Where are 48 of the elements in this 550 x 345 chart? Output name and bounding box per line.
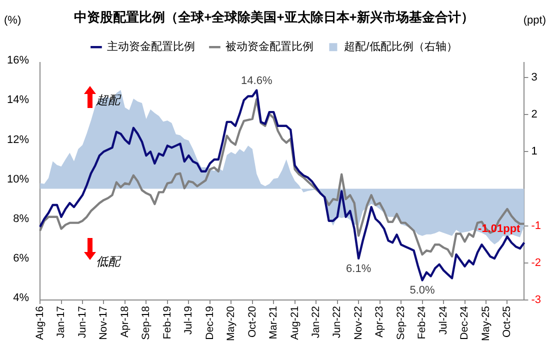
x-tick-label: Feb-24 — [416, 306, 428, 340]
x-tick-label: Feb-19 — [161, 306, 174, 340]
x-tick-label: Jun-22 — [331, 306, 344, 338]
x-tick-label: May-25 — [480, 306, 492, 342]
x-tick-label: Jan-17 — [55, 306, 68, 338]
x-tick-label: Dec-24 — [458, 306, 471, 340]
y2-tick-label: 3 — [531, 71, 538, 84]
annotation: 超配 — [96, 92, 122, 107]
y-tick-label: 14% — [6, 94, 30, 106]
data-label: 14.6% — [241, 74, 272, 87]
x-tick-label: Sep-23 — [394, 306, 407, 340]
y-tick-label: 6% — [13, 252, 30, 264]
y2-tick-label: -3 — [531, 294, 541, 306]
x-tick-label: Aug-16 — [34, 306, 46, 340]
legend-label: 被动资金配置比例 — [226, 40, 314, 54]
data-label: 5.0% — [410, 284, 436, 297]
x-tick-label: Dec-19 — [204, 306, 216, 340]
y2-tick-label: 1 — [531, 146, 538, 158]
x-tick-label: Jul-19 — [182, 306, 195, 335]
y2-tick-label: -2 — [531, 256, 541, 269]
x-tick-label: Jan-22 — [310, 306, 322, 338]
y-tick-label: 10% — [6, 173, 30, 186]
x-tick-label: Mar-21 — [268, 306, 280, 340]
y-axis-title: (%) — [4, 14, 22, 27]
chart-title: 中资股配置比例（全球+全球除美国+亚太除日本+新兴市场基金合计） — [74, 9, 474, 24]
x-tick-label: Jul-24 — [437, 306, 450, 335]
x-tick-label: Nov-17 — [98, 306, 110, 340]
x-tick-label: May-20 — [225, 306, 238, 342]
x-tick-label: Aug-21 — [288, 306, 301, 340]
x-tick-label: Apr-23 — [374, 306, 386, 338]
y-tick-label: 4% — [13, 292, 30, 304]
y-tick-label: 8% — [13, 212, 30, 225]
y2-tick-label: -1 — [531, 220, 541, 232]
data-label: -1.01ppt — [478, 223, 521, 236]
x-tick-label: Oct-20 — [246, 306, 258, 338]
y-tick-label: 12% — [6, 134, 30, 146]
x-tick-label: Oct-25 — [501, 306, 514, 338]
x-tick-label: Jun-17 — [76, 306, 88, 338]
annotation: 低配 — [96, 254, 122, 268]
x-tick-label: Nov-22 — [352, 306, 364, 340]
x-tick-label: Apr-18 — [118, 306, 131, 338]
y2-tick-label: 2 — [531, 108, 538, 121]
legend-label: 主动资金配置比例 — [107, 40, 196, 54]
y2-axis-title: (ppt) — [523, 14, 546, 27]
data-label: 6.1% — [346, 262, 372, 275]
legend-label: 超配/低配比例（右轴） — [344, 40, 458, 54]
y-tick-label: 16% — [6, 54, 30, 67]
x-tick-label: Sep-18 — [140, 306, 152, 340]
